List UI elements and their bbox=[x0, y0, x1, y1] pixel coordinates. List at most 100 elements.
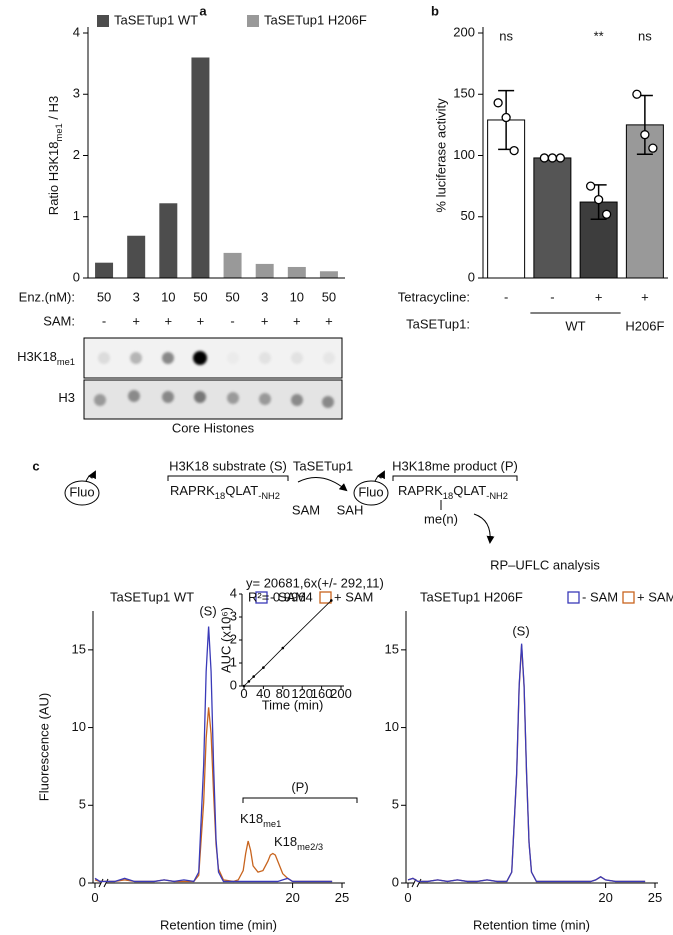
legend-swatch bbox=[622, 591, 635, 604]
product-sequence: RAPRK18QLAT-NH2 bbox=[398, 483, 508, 501]
text-part: K18 bbox=[240, 811, 263, 826]
annotation: K18me2/3 bbox=[274, 834, 323, 852]
x-tick-label: 160 bbox=[311, 686, 333, 701]
y-tick-label: 3 bbox=[230, 608, 237, 623]
chart-title: TaSETup1 WT bbox=[110, 589, 194, 604]
subscript: -NH2 bbox=[486, 491, 508, 501]
data-point bbox=[493, 98, 503, 108]
x-axis-label: Tetracycline: bbox=[398, 289, 470, 304]
y-tick-label: 5 bbox=[392, 797, 399, 812]
x-tick-label: + bbox=[595, 289, 603, 304]
y-tick-label: 50 bbox=[461, 208, 475, 223]
x-tick-label: 0 bbox=[404, 890, 411, 905]
legend-swatch bbox=[97, 15, 109, 27]
x-tick-label: 25 bbox=[648, 890, 662, 905]
bar bbox=[127, 235, 146, 278]
bar bbox=[191, 57, 210, 278]
row-value: - bbox=[230, 313, 234, 328]
data-point bbox=[247, 680, 251, 683]
y-axis-label: AUC (x10⁶) bbox=[218, 607, 233, 673]
data-point bbox=[648, 143, 658, 153]
x-axis-label: Retention time (min) bbox=[160, 917, 277, 932]
y-tick-label: 10 bbox=[72, 719, 86, 734]
text-part: Ratio H3K18 bbox=[46, 141, 61, 215]
blot-row-label: H3K18me1 bbox=[17, 349, 75, 367]
cofactor-label: SAM bbox=[292, 502, 320, 517]
x-tick-label: 20 bbox=[598, 890, 612, 905]
panel-label: b bbox=[431, 3, 439, 18]
x-tick-label: 40 bbox=[256, 686, 270, 701]
data-point bbox=[632, 89, 642, 99]
y-tick-label: 15 bbox=[385, 641, 399, 656]
y-tick-label: 10 bbox=[385, 719, 399, 734]
fluo-label: Fluo bbox=[69, 484, 94, 499]
text-part: QLAT bbox=[225, 483, 258, 498]
y-tick-label: 2 bbox=[73, 147, 80, 162]
y-axis-label: Fluorescence (AU) bbox=[36, 693, 51, 801]
annotation: (P) bbox=[291, 779, 308, 794]
x-tick-label: 20 bbox=[285, 890, 299, 905]
blot-dots bbox=[94, 351, 335, 408]
legend-swatch bbox=[255, 591, 268, 604]
y-tick-label: 0 bbox=[468, 269, 475, 284]
panel-label: a bbox=[199, 3, 207, 18]
bar bbox=[319, 271, 338, 278]
data-point bbox=[601, 209, 612, 219]
subscript: me2/3 bbox=[297, 842, 323, 852]
legend-swatch bbox=[319, 591, 332, 604]
annotation: (S) bbox=[199, 603, 216, 618]
x-tick-label: 120 bbox=[291, 686, 313, 701]
y-tick-label: 200 bbox=[453, 24, 475, 39]
data-point bbox=[509, 145, 519, 156]
data-point bbox=[555, 153, 566, 163]
panel-label: c bbox=[32, 458, 39, 473]
legend-label: + SAM bbox=[637, 589, 673, 604]
blot-frame bbox=[83, 379, 343, 420]
group-label: TaSETup1: bbox=[406, 316, 470, 331]
row-label: SAM: bbox=[43, 313, 75, 328]
fluo-label: Fluo bbox=[358, 484, 383, 499]
data-point bbox=[501, 112, 511, 123]
data-point bbox=[539, 153, 550, 163]
legend-swatch bbox=[247, 15, 259, 27]
cofactor-label: SAH bbox=[337, 502, 364, 517]
legend-label: - SAM bbox=[582, 589, 618, 604]
x-axis-label: Time (min) bbox=[262, 697, 324, 712]
data-point bbox=[242, 684, 246, 688]
axis-break bbox=[103, 878, 109, 888]
bar bbox=[255, 263, 274, 278]
chart-title: TaSETup1 H206F bbox=[420, 589, 523, 604]
dot-blot bbox=[83, 337, 343, 420]
modification-label: me(n) bbox=[424, 511, 458, 526]
bar bbox=[533, 157, 572, 279]
substrate-sequence: RAPRK18QLAT-NH2 bbox=[170, 483, 280, 501]
y-tick-label: 0 bbox=[230, 677, 237, 692]
scheme-shapes bbox=[64, 470, 518, 544]
y-tick-label: 3 bbox=[73, 86, 80, 101]
subscript: me1 bbox=[57, 357, 75, 367]
row-value: + bbox=[293, 313, 301, 328]
bar bbox=[95, 262, 114, 278]
data-point bbox=[330, 599, 333, 602]
legend-label: TaSETup1 H206F bbox=[264, 12, 367, 27]
x-tick-label: 0 bbox=[240, 686, 247, 701]
x-tick-label: 3 bbox=[261, 289, 268, 304]
row-value: + bbox=[197, 313, 205, 328]
y-tick-label: 100 bbox=[453, 147, 475, 162]
x-tick-label: 10 bbox=[161, 289, 175, 304]
data-point bbox=[593, 194, 604, 205]
x-tick-label: 50 bbox=[225, 289, 239, 304]
annotation: R²= 0.9964 bbox=[248, 589, 313, 604]
significance-label: ns bbox=[499, 28, 513, 43]
y-tick-label: 2 bbox=[230, 631, 237, 646]
legend-label: - SAM bbox=[270, 589, 306, 604]
significance-label: ns bbox=[638, 28, 652, 43]
axis-break bbox=[98, 878, 104, 888]
data-line bbox=[243, 600, 332, 687]
annotation: y= 20681,6x(+/- 292,11) bbox=[246, 575, 384, 590]
data-point bbox=[262, 666, 265, 669]
text-part: QLAT bbox=[453, 483, 486, 498]
row-value: + bbox=[165, 313, 173, 328]
y-tick-label: 150 bbox=[453, 86, 475, 101]
